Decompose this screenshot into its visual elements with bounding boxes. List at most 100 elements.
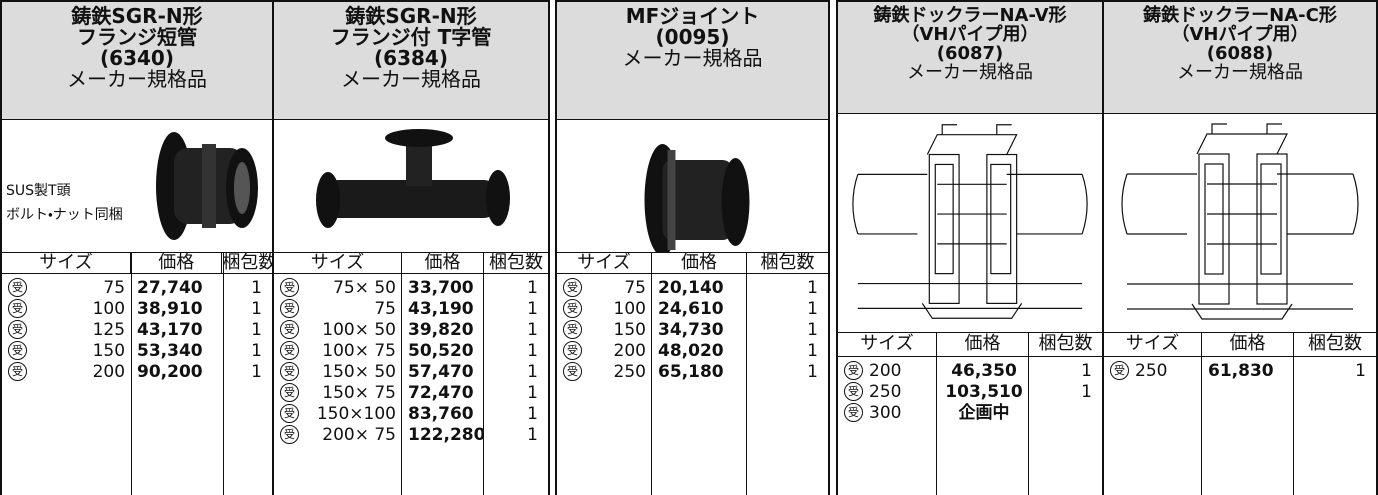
price-cell: 33,700: [408, 278, 474, 298]
title-line: MFジョイント: [625, 4, 760, 28]
table-row: 受 100× 75 50,520 1: [274, 341, 548, 362]
column-divider: [483, 252, 484, 495]
column-label: サイズ: [1104, 333, 1202, 356]
product-panel: MFジョイント (0095) メーカー規格品 サイズ 価格 梱包数受 75 20,140 1 受 1…: [555, 0, 830, 495]
size: 200: [869, 361, 902, 381]
size-cell: 受 200× 75: [274, 425, 402, 446]
product-image: [838, 114, 1102, 332]
table-row: 受 75 43,190 1: [274, 299, 548, 320]
size: 150× 50: [322, 362, 396, 382]
receive-mark: 受: [280, 278, 299, 297]
table-row: 受 250 61,830 1: [1104, 361, 1376, 382]
size: 100× 50: [322, 320, 396, 340]
panel-header: MFジョイント (0095) メーカー規格品: [557, 2, 828, 120]
price-cell: 72,470: [408, 383, 474, 403]
product-image: SUS製T頭 ボルト・ナット同梱: [2, 120, 272, 252]
size: 100: [92, 299, 126, 319]
subtitle: メーカー規格品: [341, 67, 481, 91]
size: 250: [1135, 361, 1168, 381]
price-cell: 83,760: [408, 404, 474, 424]
size-cell: 受 200: [557, 341, 652, 362]
size: 150× 75: [322, 383, 396, 403]
size: 150: [613, 320, 646, 340]
pack-cell: 1: [527, 341, 538, 361]
column-label: サイズ: [2, 253, 132, 273]
size-cell: 受 150: [2, 341, 131, 362]
price-cell: 90,200: [137, 362, 203, 382]
pack-cell: 1: [251, 362, 262, 382]
table-row: 受 200× 75 122,280 1: [274, 425, 548, 446]
size-cell: 受 75: [557, 278, 652, 299]
title-line: (6088): [1206, 43, 1274, 64]
receive-mark: 受: [563, 278, 582, 297]
price-cell: 24,610: [658, 299, 724, 319]
receive-mark: 受: [8, 362, 27, 381]
column-divider: [1293, 332, 1294, 495]
price-cell: 61,830: [1208, 361, 1274, 381]
size-cell: 受 100× 75: [274, 341, 402, 362]
column-divider: [401, 252, 402, 495]
column-label: 梱包数: [489, 253, 543, 273]
size-cell: 受 300: [838, 403, 937, 424]
size-cell: 受 150× 75: [274, 383, 402, 404]
receive-mark: 受: [8, 320, 27, 339]
table-row: 受 150× 75 72,470 1: [274, 383, 548, 404]
table-row: 受 100× 50 39,820 1: [274, 320, 548, 341]
pack-cell: 1: [807, 278, 818, 298]
receive-mark: 受: [1110, 361, 1129, 380]
column-divider: [223, 252, 224, 495]
column-divider: [936, 332, 937, 495]
size: 250: [869, 382, 902, 402]
size-cell: 受 150×100: [274, 404, 402, 425]
price-cell: 57,470: [408, 362, 474, 382]
subtitle: メーカー規格品: [622, 46, 763, 70]
price-cell: 34,730: [658, 320, 724, 340]
size-cell: 受 150× 50: [274, 362, 402, 383]
column-header: サイズ 価格 梱包数: [838, 332, 1102, 357]
table-row: 受 150×100 83,760 1: [274, 404, 548, 425]
pack-cell: 1: [251, 278, 262, 298]
price-cell: 103,510: [945, 382, 1023, 402]
receive-mark: 受: [280, 299, 299, 318]
panel-header: 鋳鉄SGR-N形 フランジ短管 (6340) メーカー規格品: [2, 2, 272, 120]
table-row: 受 100 38,910 1: [2, 299, 272, 320]
title-line: (6087): [936, 43, 1004, 64]
receive-mark: 受: [844, 403, 863, 422]
table-row: 受 200 90,200 1: [2, 362, 272, 383]
receive-mark: 受: [280, 383, 299, 402]
receive-mark: 受: [844, 361, 863, 380]
pack-cell: 1: [527, 362, 538, 382]
size: 75: [374, 299, 396, 319]
receive-mark: 受: [8, 341, 27, 360]
receive-mark: 受: [8, 278, 27, 297]
column-label: 梱包数: [1038, 333, 1093, 354]
pack-cell: 1: [807, 341, 818, 361]
column-divider: [131, 252, 132, 495]
column-label: サイズ: [838, 333, 937, 356]
title-line: (0095): [655, 25, 730, 49]
pack-cell: 1: [807, 362, 818, 382]
receive-mark: 受: [563, 320, 582, 339]
size-cell: 受 100: [2, 299, 131, 320]
receive-mark: 受: [280, 320, 299, 339]
receive-mark: 受: [280, 341, 299, 360]
size-cell: 受 200: [838, 361, 937, 382]
price-cell: 50,520: [408, 341, 474, 361]
price-cell: 20,140: [658, 278, 724, 298]
title-line: 鋳鉄SGR-N形: [71, 4, 203, 28]
pack-cell: 1: [527, 383, 538, 403]
pack-cell: 1: [251, 299, 262, 319]
column-label: サイズ: [557, 253, 652, 273]
pack-cell: 1: [527, 299, 538, 319]
table-row: 受 75 27,740 1: [2, 278, 272, 299]
pack-cell: 1: [527, 425, 538, 445]
size-cell: 受 150: [557, 320, 652, 341]
size-cell: 受 100× 50: [274, 320, 402, 341]
table-row: 受 150× 50 57,470 1: [274, 362, 548, 383]
size: 200× 75: [322, 425, 396, 445]
table-row: 受 150 53,340 1: [2, 341, 272, 362]
column-label: 梱包数: [222, 253, 272, 273]
price-cell: 48,020: [658, 341, 724, 361]
size-cell: 受 250: [557, 362, 652, 383]
title-line: フランジ短管: [77, 25, 197, 49]
